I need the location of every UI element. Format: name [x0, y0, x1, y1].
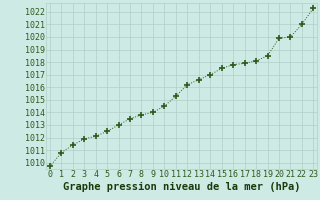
X-axis label: Graphe pression niveau de la mer (hPa): Graphe pression niveau de la mer (hPa) [63, 182, 300, 192]
